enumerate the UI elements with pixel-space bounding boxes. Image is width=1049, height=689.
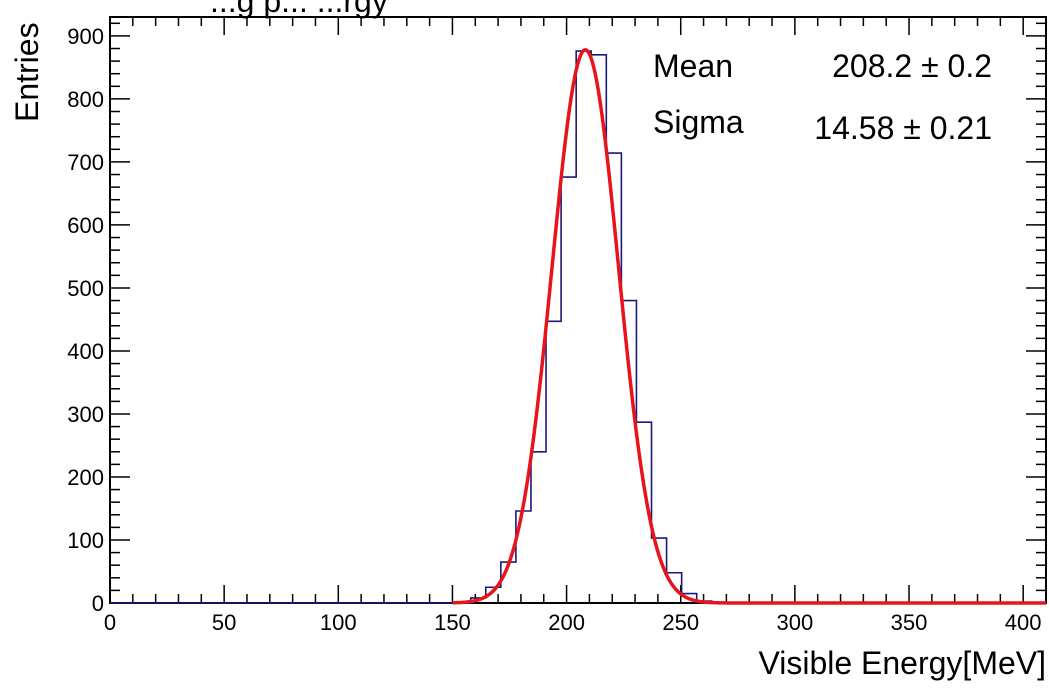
x-tick-label: 150 [434, 610, 471, 635]
x-tick-label: 50 [212, 610, 236, 635]
histogram-bin [531, 452, 546, 603]
histogram-bin [576, 51, 591, 603]
stats-mean-label: Mean [653, 48, 733, 84]
y-tick-label: 700 [67, 150, 104, 175]
x-tick-label: 0 [104, 610, 116, 635]
histogram-bin [561, 177, 576, 603]
y-tick-label: 500 [67, 276, 104, 301]
chart-title-fragment: ...g p... ...rgy [210, 0, 388, 19]
x-tick-label: 350 [891, 610, 928, 635]
x-tick-label: 200 [548, 610, 585, 635]
x-tick-label: 250 [662, 610, 699, 635]
histogram-bin [546, 321, 561, 603]
y-tick-label: 600 [67, 213, 104, 238]
x-tick-label: 300 [777, 610, 814, 635]
histogram-series [110, 50, 1046, 604]
y-tick-label: 100 [67, 528, 104, 553]
stats-sigma-label: Sigma [653, 104, 744, 140]
y-tick-label: 400 [67, 339, 104, 364]
plot-frame [109, 16, 1047, 604]
y-tick-label: 800 [67, 87, 104, 112]
x-tick-label: 400 [1005, 610, 1042, 635]
axis-ticks [109, 17, 1047, 604]
fit-series [451, 48, 1047, 605]
gaussian-fit-curve [451, 48, 1047, 605]
y-axis-title: Entries [9, 22, 45, 122]
x-tick-label: 100 [320, 610, 357, 635]
x-axis-title: Visible Energy[MeV] [758, 645, 1046, 681]
tick-labels: 0 50 100 150 200 250 300 350 400 0 100 200 300 400 500… [67, 24, 1041, 635]
stats-box: Mean 208.2 ± 0.2 Sigma 14.58 ± 0.21 [653, 48, 992, 146]
stats-sigma-value: 14.58 ± 0.21 [814, 110, 992, 146]
histogram-outline [110, 50, 1046, 604]
histogram-bin [621, 301, 636, 603]
y-tick-label: 300 [67, 402, 104, 427]
stats-mean-value: 208.2 ± 0.2 [832, 48, 992, 84]
y-tick-label: 0 [92, 591, 104, 616]
y-tick-label: 200 [67, 465, 104, 490]
y-tick-label: 900 [67, 24, 104, 49]
plot-border [109, 16, 1047, 604]
